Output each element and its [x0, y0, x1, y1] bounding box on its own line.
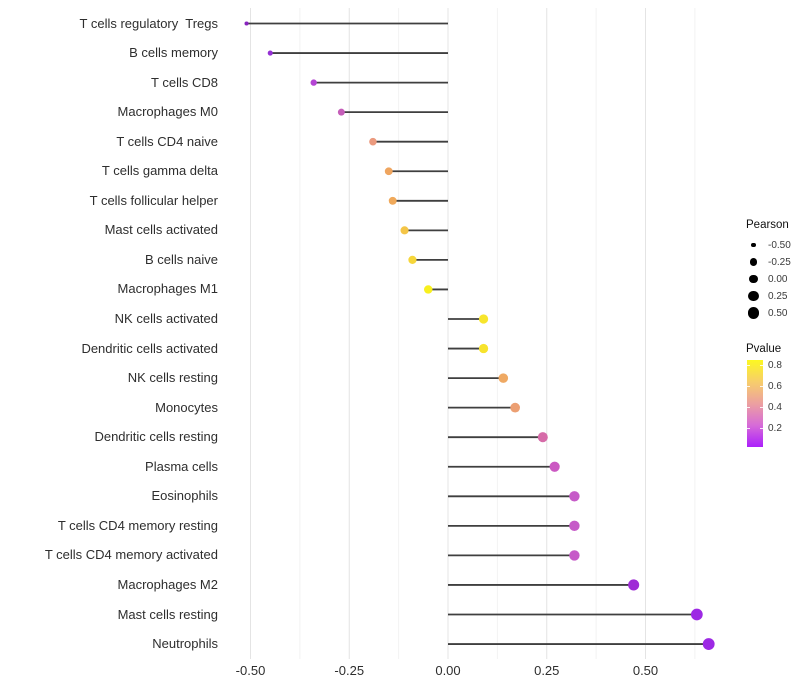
lollipop-dot	[537, 432, 548, 443]
lollipop-dot	[510, 402, 520, 413]
lollipop-dot	[424, 285, 433, 294]
x-axis-tick-label: 0.25	[534, 663, 560, 678]
pvalue-bar-tick	[760, 406, 763, 409]
lollipop-dot	[569, 550, 580, 561]
y-axis-label: B cells naive	[145, 251, 218, 267]
pvalue-bar-tick	[747, 385, 750, 388]
lollipop-dot	[569, 491, 580, 502]
legend-pearson-dot	[747, 307, 760, 319]
lollipop-dot	[408, 255, 417, 265]
pvalue-tick-label: 0.8	[768, 359, 782, 371]
pvalue-tick-label: 0.4	[768, 401, 782, 413]
x-axis-tick-label: -0.25	[334, 663, 365, 678]
pvalue-gradient-bar	[747, 360, 763, 447]
x-axis-tick-label: 0.00	[435, 663, 461, 678]
pvalue-bar-tick	[760, 427, 763, 430]
pvalue-legend-title: Pvalue	[746, 343, 782, 355]
y-axis-label: NK cells activated	[114, 311, 218, 326]
lollipop-dot	[569, 520, 580, 532]
y-axis-label: Dendritic cells resting	[94, 429, 218, 445]
y-axis-label: Eosinophils	[151, 488, 219, 504]
lollipop-dot	[549, 461, 560, 472]
lollipop-dot	[384, 167, 393, 176]
legend-pearson-label: 0.50	[768, 307, 788, 319]
pvalue-bar-tick	[747, 427, 750, 430]
y-axis-label: T cells CD8	[151, 74, 218, 90]
y-axis-label: Plasma cells	[145, 458, 218, 474]
y-axis-label: NK cells resting	[127, 370, 218, 386]
y-axis-label: T cells follicular helper	[89, 192, 218, 208]
lollipop-dot	[244, 21, 249, 26]
legend-pearson-label: -0.25	[768, 256, 791, 268]
lollipop-dot	[478, 343, 489, 354]
legend-pearson-dot	[749, 258, 758, 266]
lollipop-dot	[628, 579, 640, 591]
pvalue-tick-label: 0.6	[768, 380, 782, 392]
y-axis-label: Neutrophils	[152, 636, 218, 652]
lollipop-dot	[267, 50, 273, 56]
y-axis-label: Macrophages M2	[117, 576, 218, 592]
y-axis-label: T cells CD4 naive	[116, 133, 218, 149]
y-axis-label: Mast cells activated	[104, 222, 218, 238]
lollipop-dot	[690, 608, 703, 621]
pearson-legend-title: Pearson	[746, 219, 789, 231]
y-axis-label: T cells gamma delta	[101, 163, 218, 179]
legend-pearson-label: -0.50	[768, 239, 791, 251]
x-axis-tick-label: -0.50	[235, 663, 266, 678]
y-axis-label: Dendritic cells activated	[81, 340, 218, 356]
pvalue-bar-tick	[747, 364, 750, 367]
lollipop-dot	[702, 638, 715, 650]
lollipop-dot	[498, 373, 509, 383]
pvalue-bar-tick	[760, 364, 763, 367]
y-axis-label: Mast cells resting	[117, 606, 218, 622]
lollipop-dot	[478, 314, 489, 324]
y-axis-label: Macrophages M0	[117, 104, 218, 120]
x-axis-tick-label: 0.50	[632, 663, 659, 678]
lollipop-dot	[337, 108, 345, 116]
lollipop-dot	[388, 196, 397, 205]
lollipop-dot	[310, 79, 317, 86]
lollipop-dot	[369, 137, 377, 146]
legend-pearson-label: 0.25	[768, 290, 788, 302]
y-axis-label: T cells CD4 memory activated	[44, 547, 218, 563]
y-axis-label: T cells regulatory Tregs	[79, 15, 218, 31]
legend-pearson-dot	[751, 242, 756, 248]
pvalue-bar-tick	[747, 406, 750, 409]
y-axis-label: B cells memory	[129, 45, 218, 61]
y-axis-label: Monocytes	[155, 399, 218, 415]
pvalue-tick-label: 0.2	[768, 422, 782, 434]
legend-pearson-dot	[749, 274, 758, 284]
y-axis-label: T cells CD4 memory resting	[57, 517, 218, 533]
legend-pearson-label: 0.00	[768, 273, 788, 285]
legend-pearson-dot	[748, 290, 759, 302]
lollipop-dot	[400, 226, 409, 235]
y-axis-label: Macrophages M1	[117, 281, 218, 297]
pvalue-bar-tick	[760, 385, 763, 388]
